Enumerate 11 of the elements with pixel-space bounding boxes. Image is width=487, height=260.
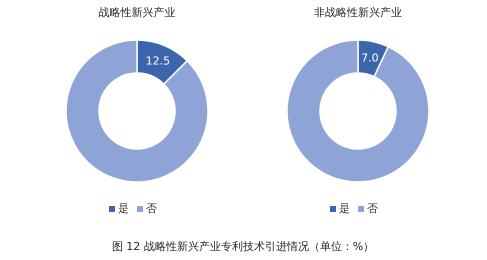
legend-label: 否	[367, 202, 378, 215]
chart-title: 战略性新兴产业	[98, 6, 176, 19]
caption: 图 12 战略性新兴产业专利技术引进情况（单位：%）	[112, 240, 374, 253]
legend-label: 是	[339, 202, 350, 215]
donut-slice	[65, 39, 209, 183]
data-label: 12.5	[146, 54, 170, 68]
data-label: 7.0	[361, 52, 379, 65]
chart-title: 非战略性新兴产业	[314, 6, 402, 19]
legend-label: 否	[146, 202, 157, 215]
legend-label: 是	[118, 202, 129, 215]
donut-slice	[286, 39, 430, 183]
